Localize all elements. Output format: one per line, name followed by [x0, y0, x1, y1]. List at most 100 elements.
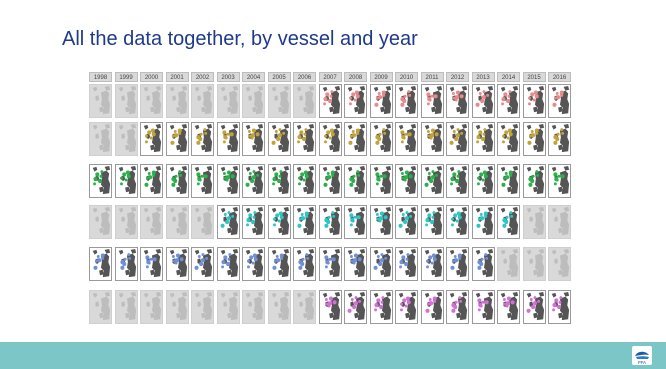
vessel-4-map-2009 — [369, 205, 393, 239]
vessel-4-map-2008 — [344, 205, 367, 239]
vessel-5-map-2010 — [395, 247, 418, 281]
vessel-1-map-2014 — [497, 84, 520, 118]
vessel-4-map-2000 — [140, 205, 163, 239]
vessel-2-map-2001 — [165, 122, 189, 156]
year-header-2013: 2013 — [471, 72, 495, 82]
vessel-5-map-2016 — [548, 247, 571, 281]
vessel-3-map-2002 — [191, 164, 214, 198]
vessel-2-map-2008 — [344, 122, 367, 156]
vessel-5-map-2011 — [420, 247, 444, 281]
vessel-2-map-2005 — [267, 122, 291, 156]
vessel-2-map-2004 — [242, 122, 265, 156]
vessel-3-map-2016 — [548, 164, 571, 198]
vessel-4-map-2016 — [548, 205, 571, 239]
vessel-6-map-2004 — [242, 290, 265, 324]
vessel-2-map-2010 — [395, 122, 418, 156]
vessel-2-map-2015 — [522, 122, 546, 156]
vessel-2-map-2003 — [216, 122, 240, 156]
vessel-1-map-2002 — [191, 84, 214, 118]
vessel-3-map-2005 — [267, 164, 291, 198]
year-header-2012: 2012 — [446, 72, 469, 82]
vessel-5-map-2000 — [140, 247, 163, 281]
vessel-3-map-2009 — [369, 164, 393, 198]
vessel-2-map-1998 — [89, 122, 112, 156]
vessel-5-map-2005 — [267, 247, 291, 281]
vessel-1-map-2005 — [267, 84, 291, 118]
vessel-3-map-2003 — [216, 164, 240, 198]
year-header-1998: 1998 — [89, 72, 112, 82]
year-header-2001: 2001 — [165, 72, 189, 82]
vessel-6-map-2015 — [522, 290, 546, 324]
vessel-4-map-2005 — [267, 205, 291, 239]
vessel-1-map-1999 — [114, 84, 138, 118]
year-header-2007: 2007 — [318, 72, 342, 82]
vessel-5-map-2002 — [191, 247, 214, 281]
year-header-2003: 2003 — [216, 72, 240, 82]
vessel-4-map-2002 — [191, 205, 214, 239]
vessel-6-map-2016 — [548, 290, 571, 324]
vessel-5-map-2006 — [293, 247, 316, 281]
vessel-3-map-2014 — [497, 164, 520, 198]
vessel-1-map-2013 — [471, 84, 495, 118]
vessel-6-map-2005 — [267, 290, 291, 324]
vessel-1-map-1998 — [89, 84, 112, 118]
vessel-6-map-2009 — [369, 290, 393, 324]
vessel-2-map-2016 — [548, 122, 571, 156]
year-header-2009: 2009 — [369, 72, 393, 82]
vessel-5-map-2001 — [165, 247, 189, 281]
vessel-2-map-2006 — [293, 122, 316, 156]
slide-title: All the data together, by vessel and yea… — [62, 28, 418, 50]
vessel-3-map-2000 — [140, 164, 163, 198]
vessel-1-map-2015 — [522, 84, 546, 118]
year-header-2008: 2008 — [344, 72, 367, 82]
vessel-5-map-2008 — [344, 247, 367, 281]
vessel-4-map-2012 — [446, 205, 469, 239]
vessel-3-map-2011 — [420, 164, 444, 198]
vessel-3-map-2012 — [446, 164, 469, 198]
vessel-6-map-2008 — [344, 290, 367, 324]
vessel-5-map-2009 — [369, 247, 393, 281]
vessel-3-map-2001 — [165, 164, 189, 198]
vessel-1-map-2009 — [369, 84, 393, 118]
vessel-1-map-2016 — [548, 84, 571, 118]
vessel-3-map-2004 — [242, 164, 265, 198]
vessel-6-map-2003 — [216, 290, 240, 324]
vessel-2-map-1999 — [114, 122, 138, 156]
vessel-6-map-2014 — [497, 290, 520, 324]
vessel-2-map-2009 — [369, 122, 393, 156]
year-header-2014: 2014 — [497, 72, 520, 82]
year-header-2005: 2005 — [267, 72, 291, 82]
vessel-3-map-1998 — [89, 164, 112, 198]
pfa-logo-icon: PFA — [632, 346, 652, 365]
vessel-6-map-2011 — [420, 290, 444, 324]
vessel-2-map-2012 — [446, 122, 469, 156]
vessel-4-map-2011 — [420, 205, 444, 239]
vessel-5-map-2015 — [522, 247, 546, 281]
year-header-2016: 2016 — [548, 72, 571, 82]
vessel-5-map-2013 — [471, 247, 495, 281]
vessel-2-map-2007 — [318, 122, 342, 156]
vessel-1-map-2004 — [242, 84, 265, 118]
vessel-6-map-1998 — [89, 290, 112, 324]
vessel-1-map-2012 — [446, 84, 469, 118]
vessel-2-map-2014 — [497, 122, 520, 156]
vessel-1-map-2007 — [318, 84, 342, 118]
footer-band — [0, 342, 666, 369]
vessel-4-map-2004 — [242, 205, 265, 239]
vessel-6-map-2010 — [395, 290, 418, 324]
vessel-1-map-2006 — [293, 84, 316, 118]
vessel-4-map-2003 — [216, 205, 240, 239]
vessel-2-map-2011 — [420, 122, 444, 156]
vessel-4-map-2001 — [165, 205, 189, 239]
year-header-2015: 2015 — [522, 72, 546, 82]
vessel-3-map-2007 — [318, 164, 342, 198]
vessel-4-map-1999 — [114, 205, 138, 239]
vessel-5-map-2004 — [242, 247, 265, 281]
vessel-2-map-2000 — [140, 122, 163, 156]
vessel-2-map-2002 — [191, 122, 214, 156]
vessel-5-map-2003 — [216, 247, 240, 281]
vessel-4-map-2013 — [471, 205, 495, 239]
vessel-5-map-2007 — [318, 247, 342, 281]
vessel-5-map-1998 — [89, 247, 112, 281]
